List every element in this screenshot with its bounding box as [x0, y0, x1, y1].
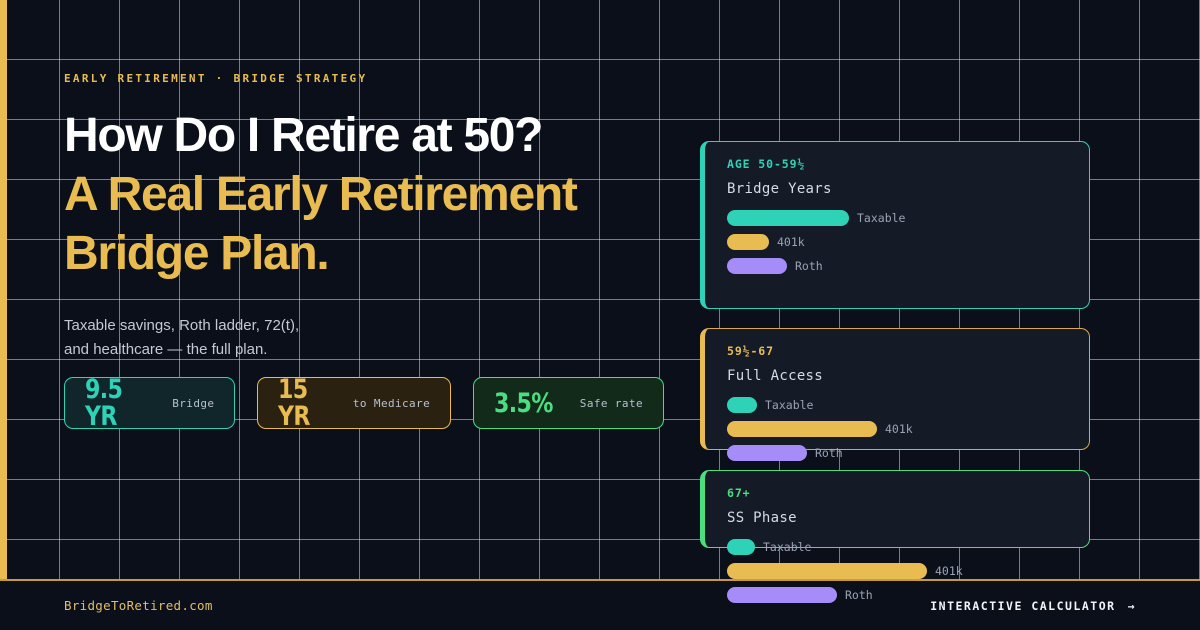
- hero-left-column: EARLY RETIREMENT · BRIDGE STRATEGY How D…: [64, 0, 664, 581]
- phase-card-age-range: 59½-67: [727, 344, 774, 358]
- stat-value: 9.5 YR: [85, 374, 123, 432]
- bar-row: Taxable: [727, 209, 1089, 227]
- footer-cta-label: INTERACTIVE CALCULATOR: [930, 598, 1116, 613]
- phase-card-age-range: 67+: [727, 486, 751, 500]
- phase-card-bar-chart: Taxable 401k Roth: [727, 209, 1089, 275]
- headline-line-1: How Do I Retire at 50?: [64, 109, 543, 162]
- bar-fill: [727, 210, 849, 226]
- interactive-calculator-link[interactable]: INTERACTIVE CALCULATOR →: [930, 599, 1136, 613]
- phase-card-title: SS Phase: [727, 510, 797, 526]
- bar-fill: [727, 397, 757, 413]
- bar-label: 401k: [885, 422, 913, 436]
- phase-card-bar-chart: Taxable 401k Roth: [727, 396, 1089, 462]
- stat-pill: 9.5 YR Bridge: [64, 374, 236, 432]
- bar-row: 401k: [727, 420, 1089, 438]
- stat-value: 3.5%: [494, 387, 553, 419]
- stat-label: to Medicare: [352, 396, 431, 410]
- stats-row: 9.5 YR Bridge 15 YR to Medicare 3.5% Safe rat…: [64, 374, 664, 432]
- bar-row: Roth: [727, 257, 1089, 275]
- phase-card-title: Bridge Years: [727, 181, 832, 197]
- subtitle: Taxable savings, Roth ladder, 72(t), and…: [64, 314, 404, 362]
- bar-fill: [727, 258, 787, 274]
- bar-fill: [727, 563, 927, 579]
- stat-pill: 15 YR to Medicare: [257, 374, 452, 432]
- arrow-right-icon: →: [1127, 598, 1136, 613]
- bar-label: Taxable: [857, 211, 906, 225]
- footer: BridgeToRetired.com INTERACTIVE CALCULAT…: [0, 581, 1200, 630]
- phase-card-age-range: AGE 50-59½: [727, 157, 806, 171]
- bar-fill: [727, 421, 877, 437]
- phase-card-bar-chart: Taxable 401k Roth: [727, 538, 1089, 604]
- stat-label: Bridge: [172, 396, 215, 410]
- footer-site-url: BridgeToRetired.com: [64, 598, 213, 613]
- footer-divider-rule: [0, 579, 1200, 581]
- phase-card-title: Full Access: [727, 368, 824, 384]
- subtitle-line-2: and healthcare — the full plan.: [64, 341, 268, 358]
- bar-row: Taxable: [727, 396, 1089, 414]
- bar-row: 401k: [727, 233, 1089, 251]
- bar-fill: [727, 587, 837, 603]
- bar-fill: [727, 234, 769, 250]
- stat-label: Safe rate: [579, 396, 643, 410]
- eyebrow-kicker: EARLY RETIREMENT · BRIDGE STRATEGY: [64, 72, 368, 85]
- bar-row: Taxable: [727, 538, 1089, 556]
- bar-row: Roth: [727, 444, 1089, 462]
- bar-label: Roth: [795, 259, 823, 273]
- bar-row: 401k: [727, 562, 1089, 580]
- headline-line-2: A Real Early Retirement: [64, 168, 578, 221]
- phase-card[interactable]: 59½-67 Full Access Taxable 401k Roth: [700, 328, 1090, 461]
- bar-label: Taxable: [763, 540, 812, 554]
- bar-fill: [727, 539, 755, 555]
- headline-line-3: Bridge Plan.: [64, 227, 330, 280]
- stat-pill: 3.5% Safe rate: [473, 377, 664, 429]
- bar-label: 401k: [935, 564, 963, 578]
- bar-row: Roth: [727, 586, 1089, 604]
- bar-fill: [727, 445, 807, 461]
- bar-label: Roth: [815, 446, 843, 460]
- bar-label: Roth: [845, 588, 873, 602]
- page-title: How Do I Retire at 50? A Real Early Reti…: [64, 106, 684, 283]
- bar-label: Taxable: [765, 398, 814, 412]
- phase-card[interactable]: AGE 50-59½ Bridge Years Taxable 401k Roth: [700, 141, 1090, 309]
- left-accent-bar: [0, 0, 7, 581]
- stat-value: 15 YR: [278, 374, 311, 432]
- subtitle-line-1: Taxable savings, Roth ladder, 72(t),: [64, 317, 300, 334]
- bar-label: 401k: [777, 235, 805, 249]
- phase-card[interactable]: 67+ SS Phase Taxable 401k Roth: [700, 470, 1090, 603]
